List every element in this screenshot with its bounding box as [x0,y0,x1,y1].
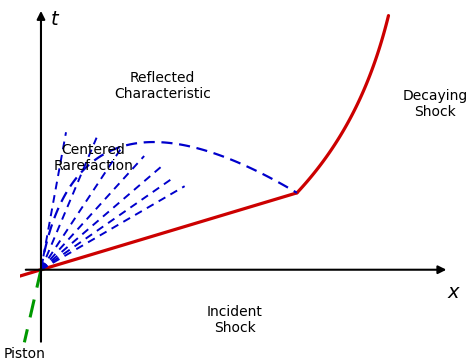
Text: Piston: Piston [3,347,46,361]
Text: t: t [51,10,58,29]
Text: Incident
Shock: Incident Shock [207,305,263,335]
Text: Decaying
Shock: Decaying Shock [403,89,468,119]
Text: Reflected
Characteristic: Reflected Characteristic [114,71,211,101]
Text: Centered
Rarefaction: Centered Rarefaction [54,143,134,173]
Text: x: x [447,282,459,301]
